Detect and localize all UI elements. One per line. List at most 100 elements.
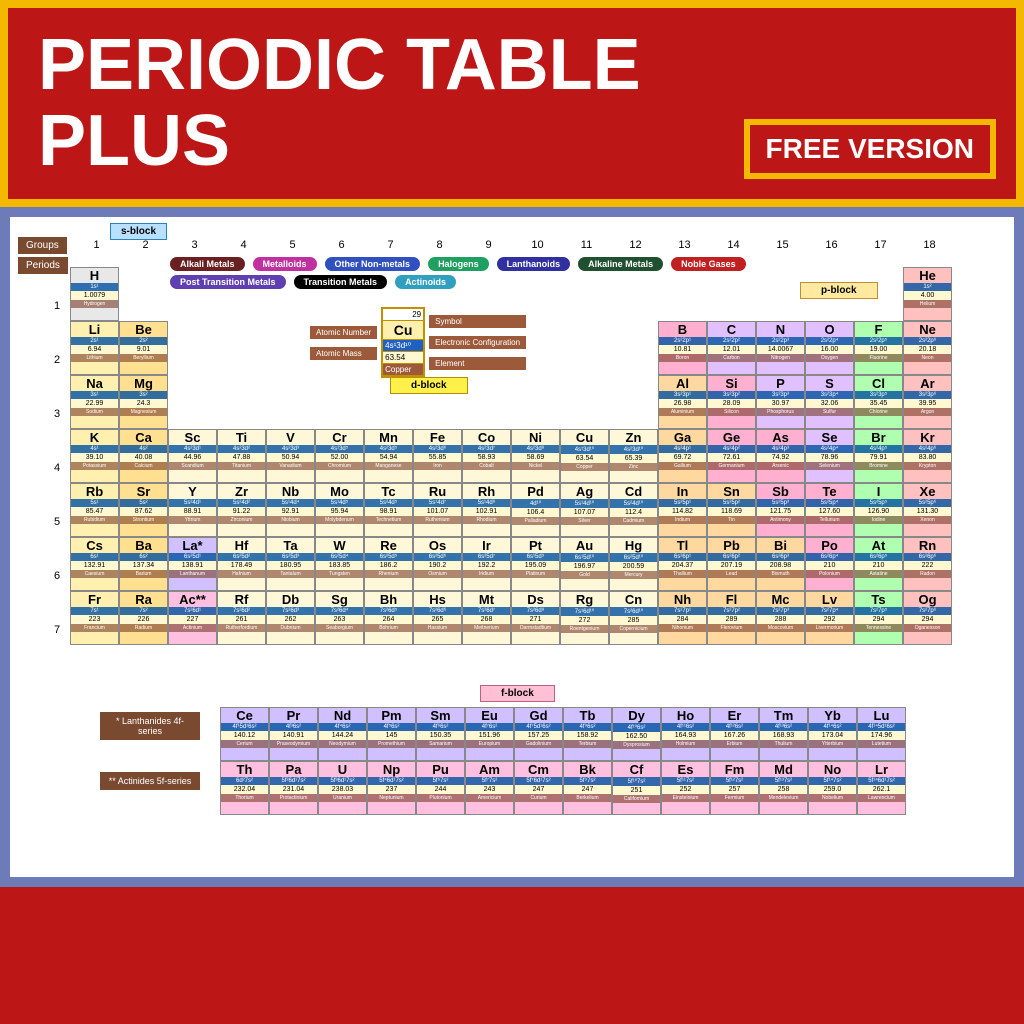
element-cell[interactable]: Xe 5s²5p⁶ 131.30 Xenon (903, 483, 952, 537)
element-cell[interactable]: Hg 6s²5d¹⁰ 200.59 Mercury (609, 537, 658, 591)
element-cell[interactable]: P 3s²3p³ 30.97 Phosphorus (756, 375, 805, 429)
element-cell[interactable]: Fe 4s²3d⁶ 55.85 Iron (413, 429, 462, 483)
element-cell[interactable]: Ba 6s² 137.34 Barium (119, 537, 168, 591)
element-cell[interactable]: Pt 6s¹5d⁹ 195.09 Platinum (511, 537, 560, 591)
element-cell[interactable]: Ag 5s¹4d¹⁰ 107.07 Silver (560, 483, 609, 537)
element-cell[interactable]: Li 2s¹ 6.94 Lithium (70, 321, 119, 375)
element-cell[interactable]: Am 5f⁷7s² 243 Americium (465, 761, 514, 815)
element-cell[interactable]: U 5f³6d¹7s² 238.03 Uranium (318, 761, 367, 815)
element-cell[interactable]: Lr 5f¹⁴6d¹7s² 262.1 Lawrencium (857, 761, 906, 815)
element-cell[interactable]: Au 6s¹5d¹⁰ 196.97 Gold (560, 537, 609, 591)
element-cell[interactable]: Sg 7s²6d⁴ 263 Seaborgium (315, 591, 364, 645)
element-cell[interactable]: Se 4s²4p⁴ 78.96 Selenium (805, 429, 854, 483)
element-cell[interactable]: C 2s²2p² 12.01 Carbon (707, 321, 756, 375)
element-cell[interactable]: Db 7s²6d³ 262 Dubnium (266, 591, 315, 645)
element-cell[interactable]: Ta 6s²5d³ 180.95 Tantalum (266, 537, 315, 591)
element-cell[interactable]: B 2s²2p¹ 10.81 Boron (658, 321, 707, 375)
element-cell[interactable]: Nd 4f⁴6s² 144.24 Neodymium (318, 707, 367, 761)
element-cell[interactable]: Tc 5s²4d⁵ 98.91 Technetium (364, 483, 413, 537)
element-cell[interactable]: Pb 6s²6p² 207.19 Lead (707, 537, 756, 591)
element-cell[interactable]: Rf 7s²6d² 261 Rutherfordium (217, 591, 266, 645)
element-cell[interactable]: Pd 4d¹⁰ 106.4 Palladium (511, 483, 560, 537)
element-cell[interactable]: Si 3s²3p² 28.09 Silicon (707, 375, 756, 429)
element-cell[interactable]: Mt 7s²6d⁷ 268 Meitnerium (462, 591, 511, 645)
element-cell[interactable]: Po 6s²6p⁴ 210 Polonium (805, 537, 854, 591)
element-cell[interactable]: Na 3s¹ 22.99 Sodium (70, 375, 119, 429)
element-cell[interactable]: Eu 4f⁷6s² 151.96 Europium (465, 707, 514, 761)
element-cell[interactable]: Bh 7s²6d⁵ 264 Bohrium (364, 591, 413, 645)
element-cell[interactable]: Cl 3s²3p⁵ 35.45 Chlorine (854, 375, 903, 429)
element-cell[interactable]: Rb 5s¹ 85.47 Rubidium (70, 483, 119, 537)
element-cell[interactable]: Bi 6s²6p³ 208.98 Bismuth (756, 537, 805, 591)
element-cell[interactable]: Fl 7s²7p² 289 Flerovium (707, 591, 756, 645)
element-cell[interactable]: Ar 3s²3p⁶ 39.95 Argon (903, 375, 952, 429)
element-cell[interactable]: Cu 4s¹3d¹⁰ 63.54 Copper (560, 429, 609, 483)
element-cell[interactable]: Ge 4s²4p² 72.61 Germanium (707, 429, 756, 483)
element-cell[interactable]: Ga 4s²4p¹ 69.72 Gallium (658, 429, 707, 483)
element-cell[interactable]: K 4s¹ 39.10 Potassium (70, 429, 119, 483)
element-cell[interactable]: Zr 5s²4d² 91.22 Zirconium (217, 483, 266, 537)
element-cell[interactable]: At 6s²6p⁵ 210 Astatine (854, 537, 903, 591)
element-cell[interactable]: Pr 4f³6s² 140.91 Praseodymium (269, 707, 318, 761)
element-cell[interactable]: Es 5f¹¹7s² 252 Einsteinium (661, 761, 710, 815)
element-cell[interactable]: Ce 4f¹5d¹6s² 140.12 Cerium (220, 707, 269, 761)
element-cell[interactable]: Br 4s²4p⁵ 79.91 Bromine (854, 429, 903, 483)
element-cell[interactable]: Tm 4f¹³6s² 168.93 Thulium (759, 707, 808, 761)
element-cell[interactable]: Pu 5f⁶7s² 244 Plutonium (416, 761, 465, 815)
element-cell[interactable]: Bk 5f⁹7s² 247 Berkelium (563, 761, 612, 815)
element-cell[interactable]: Lu 4f¹⁴5d¹6s² 174.96 Lutetium (857, 707, 906, 761)
element-cell[interactable]: Cs 6s¹ 132.91 Caesium (70, 537, 119, 591)
element-cell[interactable]: Tl 6s²6p¹ 204.37 Thallium (658, 537, 707, 591)
element-cell[interactable]: Ne 2s²2p⁶ 20.18 Neon (903, 321, 952, 375)
element-cell[interactable]: Hf 6s²5d² 178.49 Hafnium (217, 537, 266, 591)
element-cell[interactable]: Dy 4f¹⁰6s² 162.50 Dysprosium (612, 707, 661, 761)
element-cell[interactable]: Sn 5s²5p² 118.69 Tin (707, 483, 756, 537)
element-cell[interactable]: Yb 4f¹⁴6s² 173.04 Ytterbium (808, 707, 857, 761)
element-cell[interactable]: Fm 5f¹²7s² 257 Fermium (710, 761, 759, 815)
element-cell[interactable]: Cr 4s¹3d⁵ 52.00 Chromium (315, 429, 364, 483)
element-cell[interactable]: Cn 7s²6d¹⁰ 285 Copernicium (609, 591, 658, 645)
element-cell[interactable]: As 4s²4p³ 74.92 Arsenic (756, 429, 805, 483)
element-cell[interactable]: V 4s²3d³ 50.94 Vanadium (266, 429, 315, 483)
element-cell[interactable]: Ac** 7s²6d¹ 227 Actinium (168, 591, 217, 645)
element-cell[interactable]: Nb 5s¹4d⁴ 92.91 Niobium (266, 483, 315, 537)
element-cell[interactable]: Os 6s²5d⁶ 190.2 Osmium (413, 537, 462, 591)
element-cell[interactable]: F 2s²2p⁵ 19.00 Fluorine (854, 321, 903, 375)
element-cell[interactable]: Be 2s² 9.01 Beryllium (119, 321, 168, 375)
element-cell[interactable]: Sc 4s²3d¹ 44.96 Scandium (168, 429, 217, 483)
element-cell[interactable]: Ti 4s²3d² 47.88 Titanium (217, 429, 266, 483)
element-cell[interactable]: N 2s²2p³ 14.0067 Nitrogen (756, 321, 805, 375)
element-cell[interactable]: Th 6d²7s² 232.04 Thorium (220, 761, 269, 815)
element-cell[interactable]: Kr 4s²4p⁶ 83.80 Krypton (903, 429, 952, 483)
element-cell[interactable]: Tb 4f⁹6s² 158.92 Terbium (563, 707, 612, 761)
element-cell[interactable]: Er 4f¹²6s² 167.26 Erbium (710, 707, 759, 761)
element-cell[interactable]: Rg 7s¹6d¹⁰ 272 Roentgenium (560, 591, 609, 645)
element-cell[interactable]: Mn 4s²3d⁵ 54.94 Manganese (364, 429, 413, 483)
element-cell[interactable]: Og 7s²7p⁶ 294 Oganesson (903, 591, 952, 645)
element-cell[interactable]: Pa 5f²6d¹7s² 231.04 Protactinium (269, 761, 318, 815)
element-cell[interactable]: He 1s² 4.00 Helium (903, 267, 952, 321)
element-cell[interactable]: Nh 7s²7p¹ 284 Nihonium (658, 591, 707, 645)
element-cell[interactable]: No 5f¹⁴7s² 259.0 Nobelium (808, 761, 857, 815)
element-cell[interactable]: Co 4s²3d⁷ 58.93 Cobalt (462, 429, 511, 483)
element-cell[interactable]: Ni 4s²3d⁸ 58.69 Nickel (511, 429, 560, 483)
element-cell[interactable]: Re 6s²5d⁵ 186.2 Rhenium (364, 537, 413, 591)
element-cell[interactable]: Np 5f⁴6d¹7s² 237 Neptunium (367, 761, 416, 815)
element-cell[interactable]: S 3s²3p⁴ 32.06 Sulfur (805, 375, 854, 429)
element-cell[interactable]: Gd 4f⁷5d¹6s² 157.25 Gadolinium (514, 707, 563, 761)
element-cell[interactable]: Ho 4f¹¹6s² 164.93 Holmium (661, 707, 710, 761)
element-cell[interactable]: Lv 7s²7p⁴ 292 Livermorium (805, 591, 854, 645)
element-cell[interactable]: Ra 7s² 226 Radium (119, 591, 168, 645)
element-cell[interactable]: Ds 7s²6d⁸ 271 Darmstadtium (511, 591, 560, 645)
element-cell[interactable]: Cf 5f¹⁰7s² 251 Californium (612, 761, 661, 815)
element-cell[interactable]: Zn 4s²3d¹⁰ 65.39 Zinc (609, 429, 658, 483)
element-cell[interactable]: La* 6s²5d¹ 138.91 Lanthanum (168, 537, 217, 591)
element-cell[interactable]: I 5s²5p⁵ 126.90 Iodine (854, 483, 903, 537)
element-cell[interactable]: Mg 3s² 24.3 Magnesium (119, 375, 168, 429)
element-cell[interactable]: Sb 5s²5p³ 121.75 Antimony (756, 483, 805, 537)
element-cell[interactable]: Cm 5f⁷6d¹7s² 247 Curium (514, 761, 563, 815)
element-cell[interactable]: W 6s²5d⁴ 183.85 Tungsten (315, 537, 364, 591)
element-cell[interactable]: Ru 5s¹4d⁷ 101.07 Ruthenium (413, 483, 462, 537)
element-cell[interactable]: H 1s¹ 1.0079 Hydrogen (70, 267, 119, 321)
element-cell[interactable]: Md 5f¹³7s² 258 Mendelevium (759, 761, 808, 815)
